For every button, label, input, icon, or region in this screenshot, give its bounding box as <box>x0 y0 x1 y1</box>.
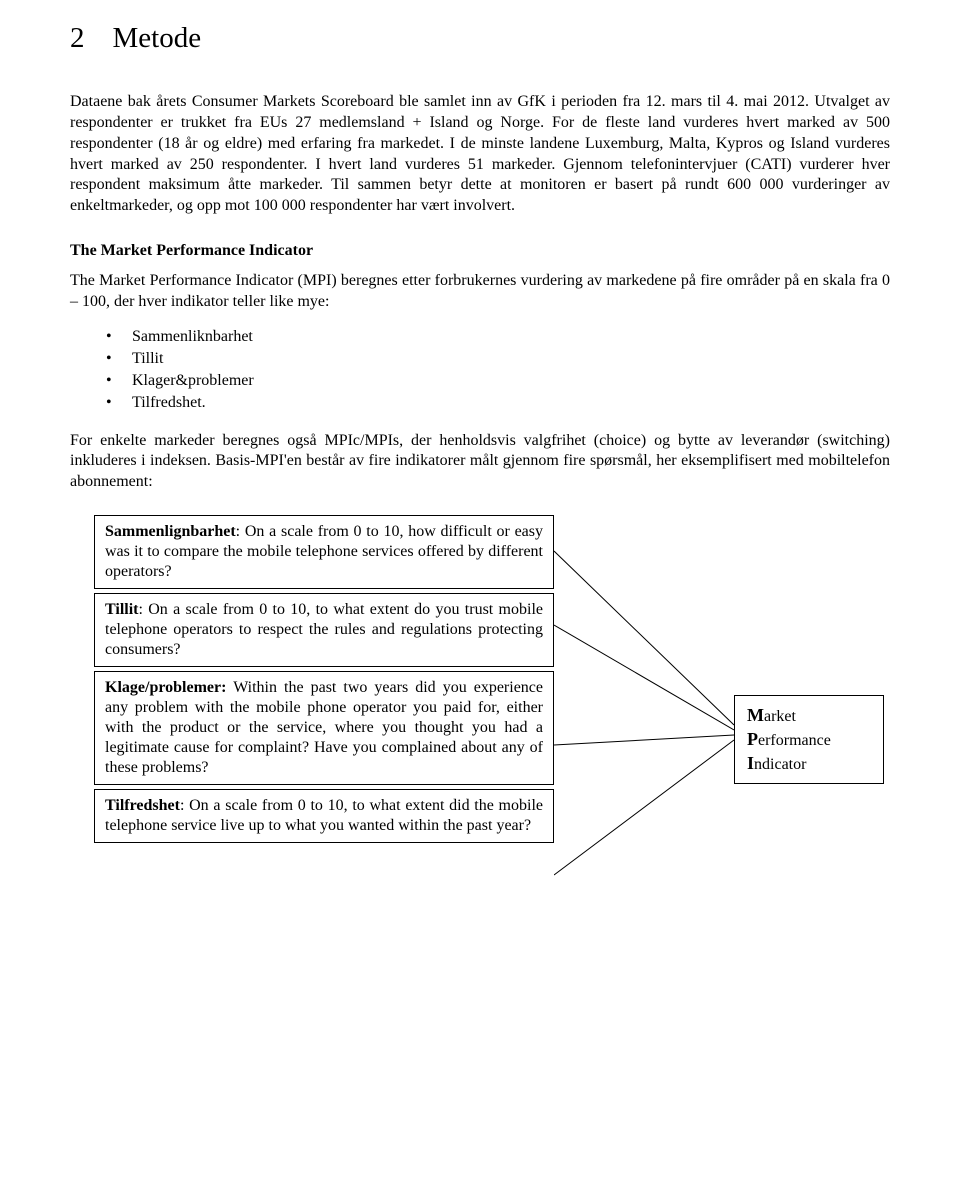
question-label: Tillit <box>105 601 139 618</box>
bullet-item: Sammenliknbarhet <box>106 327 890 347</box>
mpi-performance: Performance <box>747 728 871 752</box>
bullet-item: Tillit <box>106 349 890 369</box>
question-label: Tilfredshet <box>105 797 180 814</box>
question-box-klage: Klage/problemer: Within the past two yea… <box>94 671 554 785</box>
section-title: Metode <box>113 22 202 54</box>
bullet-list: Sammenliknbarhet Tillit Klager&problemer… <box>106 327 890 413</box>
question-text: : On a scale from 0 to 10, to what exten… <box>105 601 543 658</box>
paragraph-intro: Dataene bak årets Consumer Markets Score… <box>70 92 890 217</box>
subheading-mpi: The Market Performance Indicator <box>70 241 890 261</box>
mpi-indicator: Indicator <box>747 752 871 776</box>
bullet-item: Klager&problemer <box>106 371 890 391</box>
question-box-sammenlignbarhet: Sammenlignbarhet: On a scale from 0 to 1… <box>94 515 554 589</box>
connector-lines <box>554 515 734 945</box>
question-boxes-column: Sammenlignbarhet : On a scale from 0 to 1… <box>94 515 554 843</box>
question-label: Sammenlignbarhet <box>105 523 236 540</box>
section-heading: 2 Metode <box>70 20 890 56</box>
question-label: Klage/problemer: <box>105 679 226 696</box>
question-box-tillit: Tillit: On a scale from 0 to 10, to what… <box>94 593 554 667</box>
question-box-tilfredshet: Tilfredshet: On a scale from 0 to 10, to… <box>94 789 554 843</box>
mpi-market: Market <box>747 704 871 728</box>
section-number: 2 <box>70 20 85 56</box>
paragraph-mpic: For enkelte markeder beregnes også MPIc/… <box>70 431 890 493</box>
mpi-diagram: Sammenlignbarhet : On a scale from 0 to 1… <box>94 515 890 945</box>
mpi-result-box: Market Performance Indicator <box>734 695 884 784</box>
bullet-item: Tilfredshet. <box>106 393 890 413</box>
mpi-intro: The Market Performance Indicator (MPI) b… <box>70 271 890 313</box>
